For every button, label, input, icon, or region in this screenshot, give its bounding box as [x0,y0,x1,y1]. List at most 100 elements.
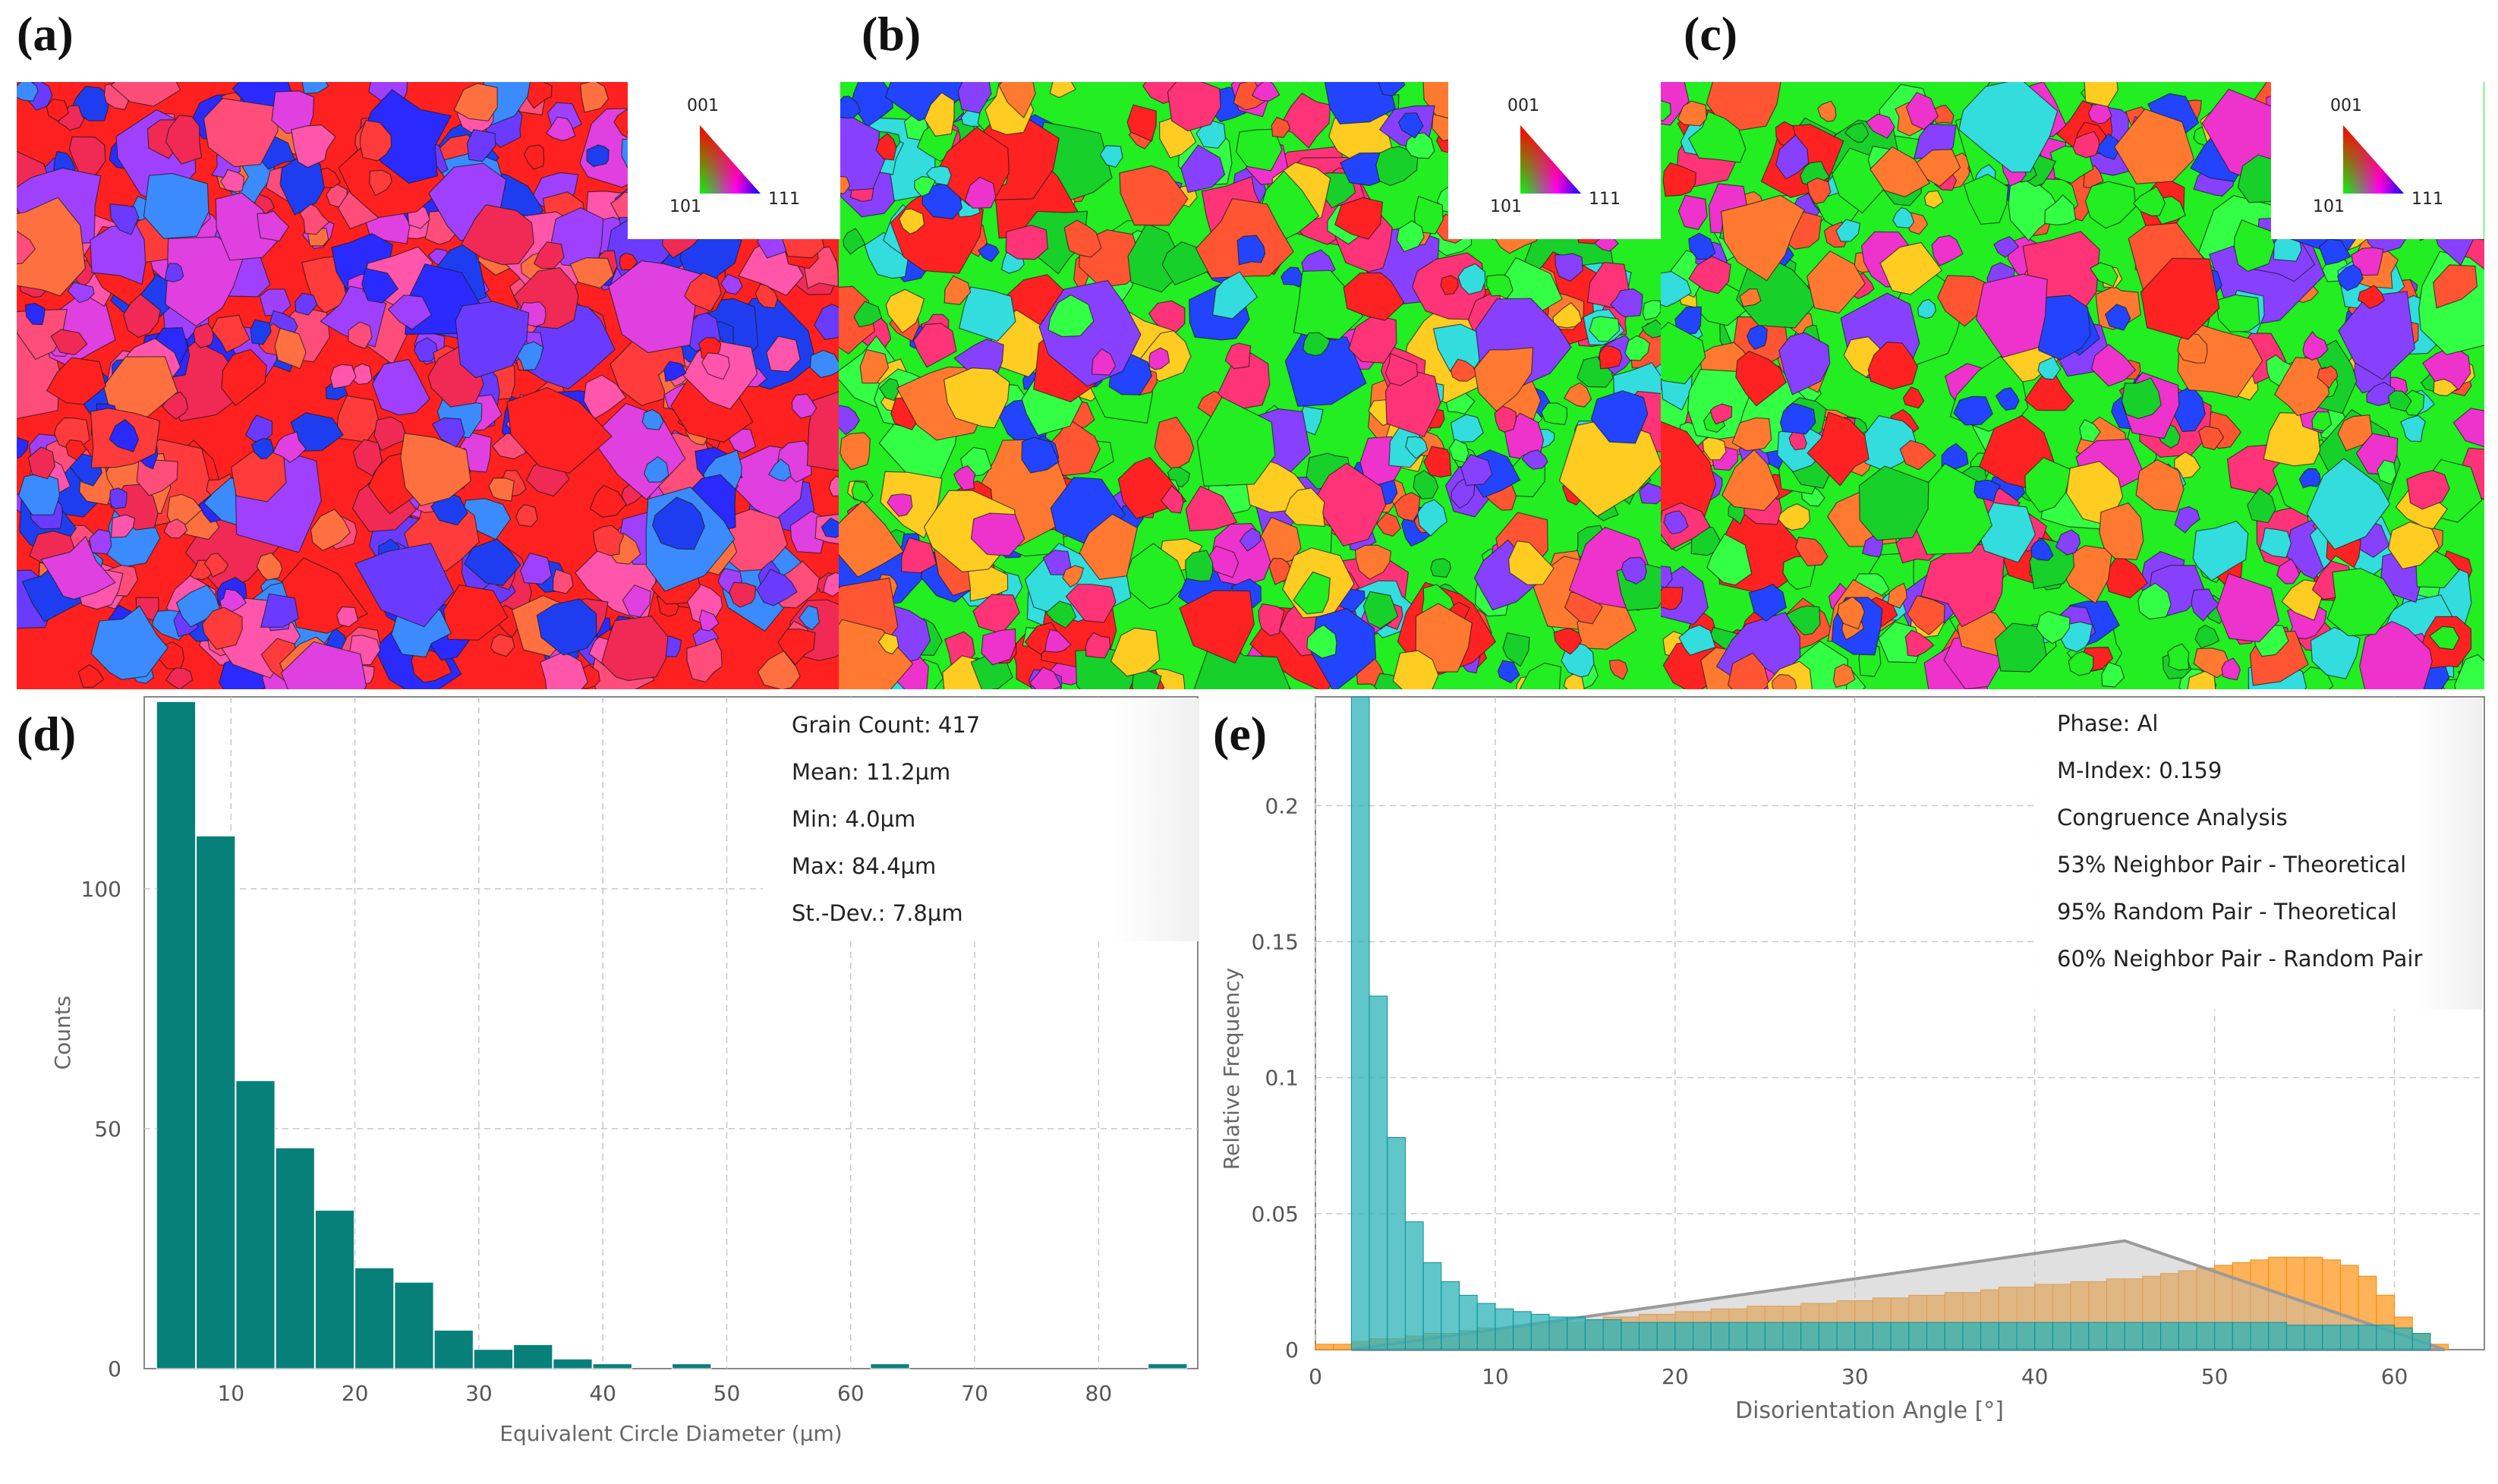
grain [443,584,509,641]
neighbor-pair-bar [2106,1322,2125,1350]
neighbor-pair-bar [1926,1322,1945,1350]
ipf-label-101: 101 [1490,197,1522,216]
grain [964,176,997,209]
histogram-bar [196,835,236,1369]
random-pair-bar [2339,1265,2359,1350]
grain [17,436,29,459]
grain [335,606,359,628]
grain [641,408,664,430]
grain [461,204,535,266]
grain [569,257,614,289]
grain [1460,453,1493,487]
x-tick-label: 0 [1309,1364,1322,1389]
random-pair-bar [2160,1273,2179,1350]
grain [592,525,625,556]
ipf-triangle-icon [1520,125,1581,194]
grain [1870,146,1931,197]
grain [1239,528,1262,552]
grain [1599,345,1623,370]
grain [211,314,250,353]
grain [1867,342,1918,390]
grain [1440,275,1459,295]
neighbor-pair-bar [2124,1322,2144,1350]
random-pair-bar [1962,1292,1982,1350]
neighbor-pair-bar [1944,1322,1964,1350]
ipf-key-b: 001 101 111 [1448,80,1661,239]
grain [533,241,565,269]
grain [1293,571,1331,615]
grain [2079,419,2101,443]
grain [1131,670,1162,689]
grain [256,552,283,581]
y-axis-label-e: Relative Frequency [1219,968,1244,1170]
ipf-label-111: 111 [2411,190,2443,209]
grain [290,412,344,452]
grain [1415,603,1473,673]
random-pair-bar [1333,1344,1352,1350]
neighbor-pair-bar [1854,1322,1873,1350]
grain [1937,275,1988,327]
neighbor-pair-bar [1350,696,1370,1350]
random-pair-bar [1422,1333,1442,1350]
y-tick-label: 0.05 [1252,1202,1299,1227]
random-pair-bar [1602,1316,1622,1350]
grain [1278,93,1331,149]
ipf-label-101: 101 [2313,197,2345,216]
random-pair-bar [1621,1316,1640,1350]
neighbor-pair-bar [2034,1322,2053,1350]
grain [1552,302,1583,329]
grain [17,230,36,265]
disorientation-stats-box: Phase: Al M-Index: 0.159 Congruence Anal… [2034,698,2482,1010]
grain [2399,414,2426,443]
ipf-key-a: 001 101 111 [628,80,840,239]
grain [2114,108,2195,184]
stat-congruence: Congruence Analysis [2057,805,2288,830]
grain [1392,650,1439,689]
grain [1413,195,1444,235]
neighbor-pair-bar [2196,1322,2216,1350]
grain [806,390,840,471]
random-pair-bar [1836,1300,1856,1350]
grain [1865,113,1895,139]
grain [2357,285,2386,310]
grain [1405,436,1429,459]
x-tick-label: 60 [2381,1364,2408,1389]
grain [2216,572,2280,643]
grain [1405,132,1435,159]
grain [839,109,893,191]
stat-mean: Mean: 11.2µm [792,759,951,785]
grain [1284,487,1326,528]
x-tick-label: 10 [1482,1364,1509,1389]
grain [1608,659,1628,681]
grain [1905,91,1939,131]
grain [1688,256,1731,295]
grain [2454,654,2484,689]
grain [729,581,757,608]
grain [1217,352,1271,411]
y-tick-label: 0.2 [1265,793,1299,818]
random-pair-bar [2411,1333,2431,1350]
grain [998,82,1036,119]
neighbor-pair-bar [2052,1322,2071,1350]
grain [843,228,866,255]
grain [1974,479,2002,503]
neighbor-pair-bar [1764,1322,1784,1350]
grain [663,361,687,383]
grain [1807,250,1866,314]
grain [1887,582,1907,609]
grain [859,348,890,384]
histogram-bar [394,1281,434,1369]
ipf-label-111: 111 [768,190,800,209]
grain [875,132,897,161]
histogram-bar [235,1080,276,1369]
theoretical-curve [1351,1239,2446,1351]
x-tick-label: 60 [837,1381,865,1406]
grain [1721,194,1805,282]
grain [1835,219,1861,242]
grain [67,282,95,304]
neighbor-pair-bar [1908,1322,1928,1350]
grain [361,267,399,304]
random-pair-bar [1980,1289,1999,1350]
neighbor-pair-bar [1800,1322,1819,1350]
grain [165,115,203,165]
